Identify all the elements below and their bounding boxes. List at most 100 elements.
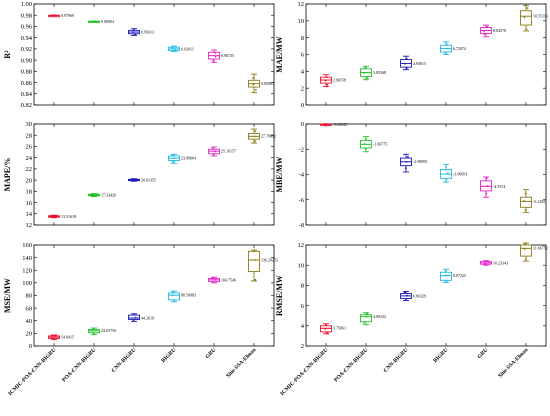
box-body [521, 11, 532, 25]
data-point [445, 280, 447, 282]
box-5: 0.90735 [209, 50, 235, 62]
panel-1: 0.820.840.860.880.900.920.940.960.981.00… [3, 1, 274, 109]
box-3: 4.93615 [401, 56, 427, 69]
value-label: 136.29253 [261, 257, 278, 262]
data-point [133, 29, 135, 31]
data-point [525, 209, 527, 211]
data-point [523, 200, 525, 202]
y-tick-label: 12 [26, 222, 33, 229]
data-point [523, 17, 525, 19]
data-point [447, 172, 449, 174]
value-label: 104.7546 [221, 277, 236, 282]
y-tick-label: 0 [301, 121, 304, 128]
data-point [486, 177, 488, 179]
data-point [93, 193, 95, 195]
box-6: 136.29253 [249, 250, 279, 281]
data-point [326, 76, 328, 78]
data-point [325, 80, 327, 82]
value-label: 3.75061 [333, 326, 346, 331]
box-3: 44.2619 [129, 314, 155, 322]
plot-frame [34, 245, 274, 346]
data-point [212, 277, 214, 279]
data-point [445, 52, 447, 54]
data-point [525, 193, 527, 195]
data-point [253, 84, 255, 86]
y-axis-title: MAE/MW [275, 36, 284, 72]
data-point [365, 148, 367, 150]
y-tick-label: -6 [299, 197, 305, 204]
y-tick-label: 0.84 [21, 91, 33, 98]
data-point [527, 7, 529, 9]
box-5: 25.16157 [209, 147, 237, 156]
panel-6: 2 4 6 8 10 12 RMSE/MW 3.75061 4.90322 6.96329 8.97… [275, 242, 548, 397]
data-point [325, 324, 327, 326]
value-label: 44.2619 [141, 315, 154, 320]
box-1: 13.51618 [49, 214, 77, 219]
value-label: 3.85368 [373, 70, 386, 75]
box-6: -6.1285 [521, 190, 546, 213]
y-tick-label: 24 [26, 155, 33, 162]
y-tick-label: -8 [299, 222, 304, 229]
plot-frame [306, 124, 546, 225]
box-3: 20.01355 [129, 177, 157, 182]
value-label: -4.9374 [493, 184, 505, 189]
y-tick-label: 2 [301, 85, 304, 92]
box-5: 104.7546 [209, 277, 237, 283]
data-point [524, 243, 526, 245]
y-tick-label: 6 [301, 52, 305, 59]
value-label: 8.84578 [493, 28, 506, 33]
data-point [255, 89, 257, 91]
y-tick-label: 0.94 [21, 35, 33, 42]
y-tick-label: 28 [26, 132, 33, 139]
plot-frame [306, 245, 546, 346]
y-tick-label: 0.92 [21, 46, 32, 53]
data-point [171, 47, 173, 49]
x-category-label: ICMIC-POA-CNN-BIGRU [280, 347, 330, 397]
y-tick-label: 14 [26, 211, 33, 218]
value-label: 0.97969 [61, 13, 74, 18]
y-tick-label: 0 [301, 102, 304, 109]
y-tick-label: 8 [301, 35, 304, 42]
data-point [254, 140, 256, 142]
value-label: 2.96558 [333, 77, 346, 82]
data-point [214, 52, 216, 54]
data-point [486, 185, 488, 187]
x-category-label: CNN-BIGRU [383, 347, 410, 374]
data-point [406, 295, 408, 297]
y-tick-label: 18 [26, 189, 33, 196]
value-label: 13.51618 [61, 214, 76, 219]
data-point [485, 193, 487, 195]
y-tick-label: 80 [26, 293, 33, 300]
value-label: 10.55119 [533, 14, 548, 19]
x-category-label: BIGRU [160, 347, 177, 364]
value-label: 0.96904 [101, 19, 114, 24]
plot-frame [34, 4, 274, 105]
data-point [486, 260, 488, 262]
box-2: 4.90322 [361, 313, 387, 325]
data-point [51, 336, 53, 338]
x-category-label: CNN-BIGRU [111, 347, 138, 374]
x-category-label: GRU [205, 347, 218, 360]
plot-frame [34, 124, 274, 225]
data-point [526, 28, 528, 30]
data-point [406, 58, 408, 60]
y-tick-label: 0.96 [21, 24, 33, 31]
data-point [172, 295, 174, 297]
value-label: 0.90735 [221, 53, 234, 58]
x-category-label: POA-CNN-BIGRU [61, 347, 97, 383]
data-point [366, 316, 368, 318]
box-3: 6.96329 [401, 291, 427, 300]
data-point [254, 130, 256, 132]
data-point [446, 44, 448, 46]
box-body [169, 293, 180, 300]
data-point [366, 313, 368, 315]
box-4: -3.96691 [441, 164, 468, 182]
data-point [253, 250, 255, 252]
x-category-label: POA-CNN-BIGRU [333, 347, 369, 383]
y-axis-title: R2 [3, 50, 12, 59]
data-point [134, 179, 136, 181]
value-label: 24.03756 [101, 328, 116, 333]
x-category-label: Sine-SSA-Elman [497, 347, 529, 379]
